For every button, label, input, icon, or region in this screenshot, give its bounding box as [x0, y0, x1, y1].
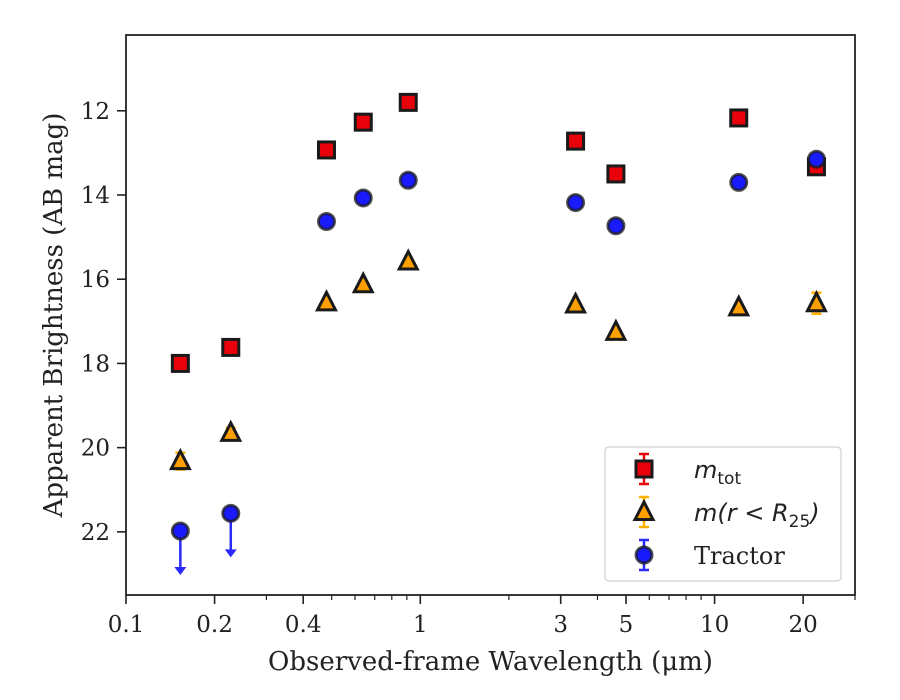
data-point-circle [606, 216, 626, 236]
data-point-square [634, 459, 654, 479]
data-point-square [606, 164, 626, 184]
data-point-square [398, 92, 418, 112]
data-point-square [221, 337, 241, 357]
data-point-circle [221, 503, 241, 523]
series-tractor [170, 149, 826, 575]
data-point [606, 216, 626, 236]
data-point [604, 318, 628, 341]
data-point-square [353, 112, 373, 132]
x-tick-label: 0.4 [285, 612, 322, 638]
legend-entry-mr25: m(r < R25) [632, 495, 820, 532]
data-point [566, 131, 586, 151]
data-point-circle [566, 193, 586, 213]
data-point-triangle [632, 498, 656, 521]
x-axis: 0.1 0.2 0.4 1 3 5 10 20 [108, 595, 856, 638]
x-axis-label: Observed-frame Wavelength (μm) [268, 647, 713, 677]
legend-label: mtot [694, 456, 741, 489]
data-series [168, 92, 828, 575]
legend-entry-tractor: Tractor [634, 538, 785, 572]
data-point [219, 419, 243, 442]
y-tick-label: 18 [81, 351, 110, 377]
data-point [396, 248, 420, 271]
data-point-square [170, 353, 190, 373]
y-tick-label: 22 [81, 520, 110, 546]
upper-limit-arrow [224, 549, 237, 558]
legend: mtot m(r < R25) Tractor [604, 446, 842, 582]
data-point-triangle [168, 447, 192, 471]
y-tick-label: 16 [81, 267, 110, 293]
data-point [566, 193, 586, 213]
data-point-triangle [604, 318, 628, 341]
legend-label: m(r < R25) [694, 499, 820, 532]
data-point-triangle [564, 291, 588, 314]
data-point-circle [170, 521, 190, 541]
data-point-triangle [727, 294, 751, 317]
y-tick-label: 20 [81, 436, 110, 462]
legend-label: Tractor [694, 542, 785, 570]
x-tick-label: 1 [413, 612, 428, 638]
x-tick-label: 10 [700, 612, 729, 638]
data-point-triangle [219, 419, 243, 442]
plot-frame [125, 34, 856, 596]
data-point [353, 188, 373, 208]
x-tick-label: 3 [553, 612, 568, 638]
data-point [564, 291, 588, 314]
data-point [315, 289, 338, 312]
data-point [170, 521, 190, 575]
data-point [316, 140, 336, 160]
data-point [221, 503, 241, 558]
data-point [168, 447, 192, 471]
data-point [221, 337, 241, 357]
upper-limit-arrow [174, 567, 187, 575]
data-point [729, 172, 749, 192]
data-point-circle [398, 170, 418, 190]
data-point [805, 289, 828, 315]
data-point-circle [316, 212, 336, 232]
x-tick-label: 0.1 [108, 612, 145, 638]
y-tick-label: 14 [81, 183, 110, 209]
legend-entry-mtot: mtot [634, 452, 741, 489]
data-point [727, 294, 751, 317]
x-tick-label: 5 [619, 612, 634, 638]
data-point [729, 108, 749, 128]
data-point-square [316, 140, 336, 160]
series-mr25 [168, 248, 828, 471]
y-axis: 12 14 16 18 20 22 [81, 99, 126, 546]
x-tick-label: 20 [789, 612, 818, 638]
data-point-circle [353, 188, 373, 208]
data-point-triangle [396, 248, 420, 271]
y-tick-label: 12 [81, 99, 110, 125]
data-point-triangle [351, 270, 375, 294]
data-point-triangle [805, 289, 828, 313]
y-axis-label: Apparent Brightness (AB mag) [39, 113, 69, 519]
data-point [170, 353, 190, 373]
legend-box [604, 446, 842, 582]
data-point-square [729, 108, 749, 128]
data-point [398, 92, 418, 112]
data-point [351, 270, 375, 294]
data-point-circle [806, 149, 826, 169]
data-point-square [566, 131, 586, 151]
data-point [606, 164, 626, 184]
data-point-circle [729, 172, 749, 192]
x-tick-label: 0.2 [196, 612, 233, 638]
data-point [398, 170, 418, 190]
data-point [806, 149, 826, 169]
data-point-circle [634, 545, 654, 565]
data-point [353, 112, 373, 132]
data-point [316, 212, 336, 232]
data-point-triangle [315, 289, 338, 312]
